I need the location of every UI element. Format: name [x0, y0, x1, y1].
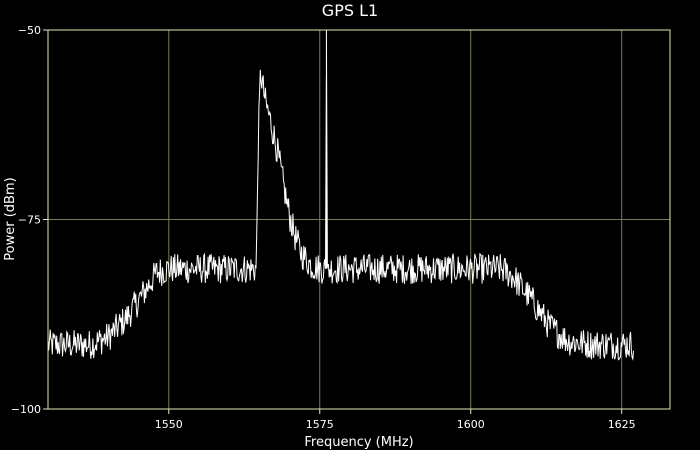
y-tick-label: −100: [11, 403, 41, 416]
y-axis-label: Power (dBm): [3, 177, 18, 260]
y-tick-label: −75: [18, 214, 41, 227]
x-tick-label: 1625: [608, 418, 636, 431]
y-tick-label: −50: [18, 24, 41, 37]
x-axis-ticks: 1550 1575 1600 1625: [155, 409, 636, 431]
y-axis-ticks: −50 −75 −100: [11, 24, 48, 416]
x-tick-label: 1575: [306, 418, 334, 431]
x-tick-label: 1600: [457, 418, 485, 431]
x-tick-label: 1550: [155, 418, 183, 431]
chart-title: GPS L1: [322, 1, 378, 20]
x-axis-label: Frequency (MHz): [304, 435, 413, 450]
